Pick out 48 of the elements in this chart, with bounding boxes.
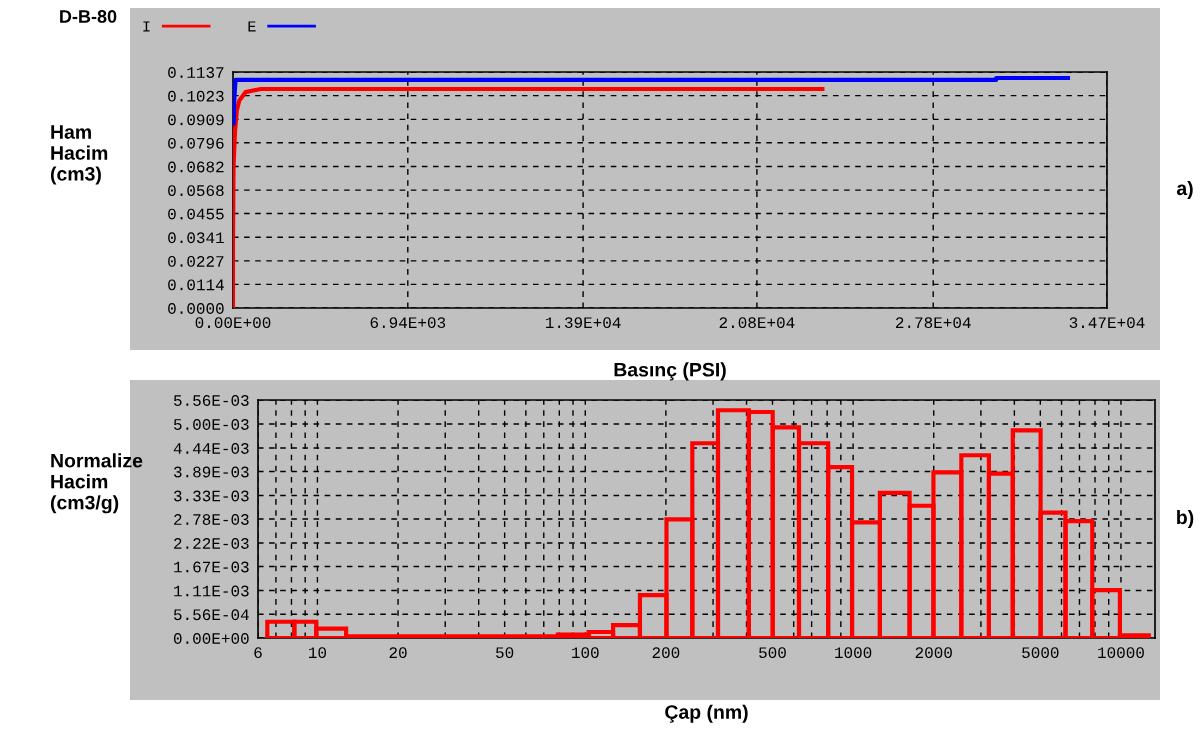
x-tick-label: 10000 [1098,647,1144,659]
y-tick-label: 0.0568 [168,185,224,197]
x-tick-label: 50 [496,647,514,659]
y-axis-title: Ham Hacim (cm3) [50,125,108,185]
y-tick-label: 0.0682 [168,161,224,173]
y-tick-label: 0.1023 [168,90,224,102]
x-tick-label: 6.94E+03 [370,317,446,329]
text: D-B-80 [60,10,117,23]
x-tick-label: 2000 [915,647,952,659]
y-tick-label: 0.0114 [168,279,224,291]
y-tick-label: 5.56E-03 [173,395,249,406]
y-tick-label: 5.56E-04 [173,609,249,621]
x-tick-label: 1000 [835,647,872,659]
y-tick-label: 3.33E-03 [173,490,249,502]
legend-label: I [143,21,150,32]
y-tick-label: 3.89E-03 [173,466,249,478]
x-tick-label: 6 [254,647,262,659]
y-tick-label: 1.11E-03 [174,585,249,597]
y-tick-label: 4.44E-03 [173,443,249,454]
x-tick-label: 100 [572,647,599,659]
y-tick-label: 0.1137 [168,67,224,78]
text: b) [1177,509,1194,529]
y-axis-title: Normalize Hacim (cm3/g) [50,453,143,514]
x-tick-label: 5000 [1022,647,1059,659]
x-axis-title: Çap (nm) [665,704,748,723]
y-tick-label: 0.0796 [168,137,224,149]
y-tick-label: 2.22E-03 [174,538,249,549]
text: a) [1176,180,1193,200]
y-tick-label: 0.0455 [168,208,224,220]
x-tick-label: 10 [308,647,327,659]
legend-label: E [248,21,256,32]
y-tick-label: 0.0227 [168,255,224,267]
x-tick-label: 2.08E+04 [719,317,795,329]
y-tick-label: 2.78E-03 [174,514,249,525]
x-tick-label: 3.47E+04 [1069,317,1145,329]
x-tick-label: 2.78E+04 [895,317,971,329]
y-tick-label: 0.0341 [168,232,224,244]
x-axis-title: Basınç (PSI) [614,362,726,381]
y-tick-label: 0.0909 [168,114,224,126]
x-tick-label: 200 [652,647,680,659]
y-tick-label: 1.67E-03 [174,561,249,573]
x-tick-label: 1.39E+04 [545,317,621,329]
y-tick-label: 5.00E-03 [173,419,249,430]
x-tick-label: 20 [389,647,407,659]
y-tick-label: 0.00E+00 [173,633,249,644]
x-tick-label: 500 [759,647,786,659]
x-tick-label: 0.00E+00 [195,317,271,329]
y-tick-label: 0.0000 [168,303,224,314]
